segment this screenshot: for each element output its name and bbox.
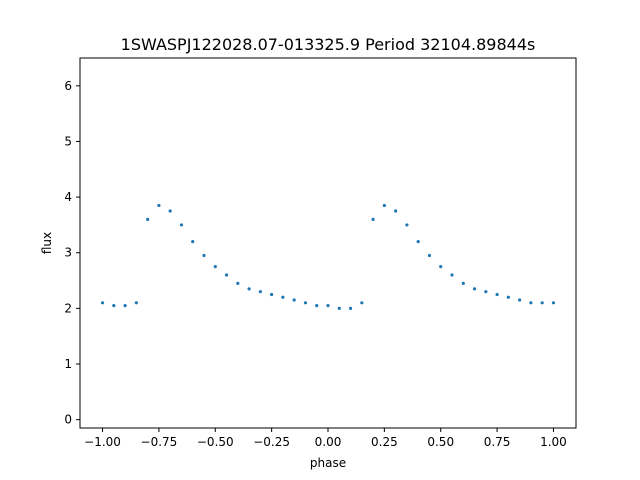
data-point	[394, 209, 398, 213]
data-point	[461, 281, 465, 285]
data-point	[191, 240, 195, 244]
data-point	[506, 295, 510, 299]
data-point	[382, 203, 386, 208]
data-point	[326, 303, 330, 308]
data-point	[168, 209, 172, 213]
data-point	[427, 253, 432, 258]
y-tick-label: 6	[64, 79, 72, 93]
data-point	[518, 298, 522, 302]
data-point	[258, 290, 262, 294]
data-point	[472, 287, 477, 291]
data-point	[416, 240, 420, 244]
data-point	[292, 298, 296, 302]
x-tick-label: 1.00	[540, 435, 567, 449]
data-point	[179, 223, 184, 227]
data-point	[303, 301, 308, 305]
x-tick-label: −1.00	[84, 435, 121, 449]
x-tick-label: −0.50	[197, 435, 234, 449]
data-point	[281, 295, 285, 299]
data-point	[112, 303, 116, 308]
chart-title: 1SWASPJ122028.07-013325.9 Period 32104.8…	[121, 35, 536, 54]
data-point	[484, 290, 488, 294]
x-tick-label: 0.25	[371, 435, 398, 449]
x-tick-label: 0.75	[484, 435, 511, 449]
data-point	[270, 292, 274, 297]
data-point	[224, 273, 229, 277]
data-point	[213, 265, 217, 269]
data-point	[146, 217, 150, 221]
data-point	[360, 301, 364, 305]
data-point	[157, 203, 161, 208]
data-point	[450, 273, 454, 277]
data-point	[247, 287, 251, 291]
data-point	[134, 301, 138, 305]
data-point	[202, 253, 206, 258]
data-point	[236, 281, 240, 285]
data-point	[337, 306, 341, 310]
x-axis-ticks: −1.00 −0.75 −0.50 −0.25 0.00 0.25 0.50 0.75 1.00	[84, 428, 567, 449]
x-tick-label: −0.75	[141, 435, 178, 449]
x-tick-label: 0.50	[427, 435, 454, 449]
y-tick-label: 4	[64, 190, 72, 204]
data-point	[348, 306, 353, 310]
y-tick-label: 0	[64, 413, 72, 427]
y-tick-label: 3	[64, 246, 72, 260]
scatter-points	[100, 203, 556, 310]
y-axis-label: flux	[40, 232, 54, 254]
y-axis-ticks: 0 1 2 3 4 5 6	[64, 79, 80, 427]
data-point	[439, 265, 443, 269]
data-point	[315, 303, 319, 308]
y-tick-label: 2	[64, 301, 72, 315]
data-point	[540, 301, 544, 305]
x-tick-label: 0.00	[315, 435, 342, 449]
data-point	[371, 217, 375, 221]
data-point	[495, 292, 499, 297]
data-point	[405, 223, 409, 227]
data-point	[123, 303, 127, 308]
y-tick-label: 5	[64, 134, 72, 148]
x-axis-label: phase	[310, 456, 346, 470]
data-point	[100, 301, 105, 305]
data-point	[529, 301, 533, 305]
data-point	[551, 301, 556, 305]
y-tick-label: 1	[64, 357, 72, 371]
x-tick-label: −0.25	[253, 435, 290, 449]
